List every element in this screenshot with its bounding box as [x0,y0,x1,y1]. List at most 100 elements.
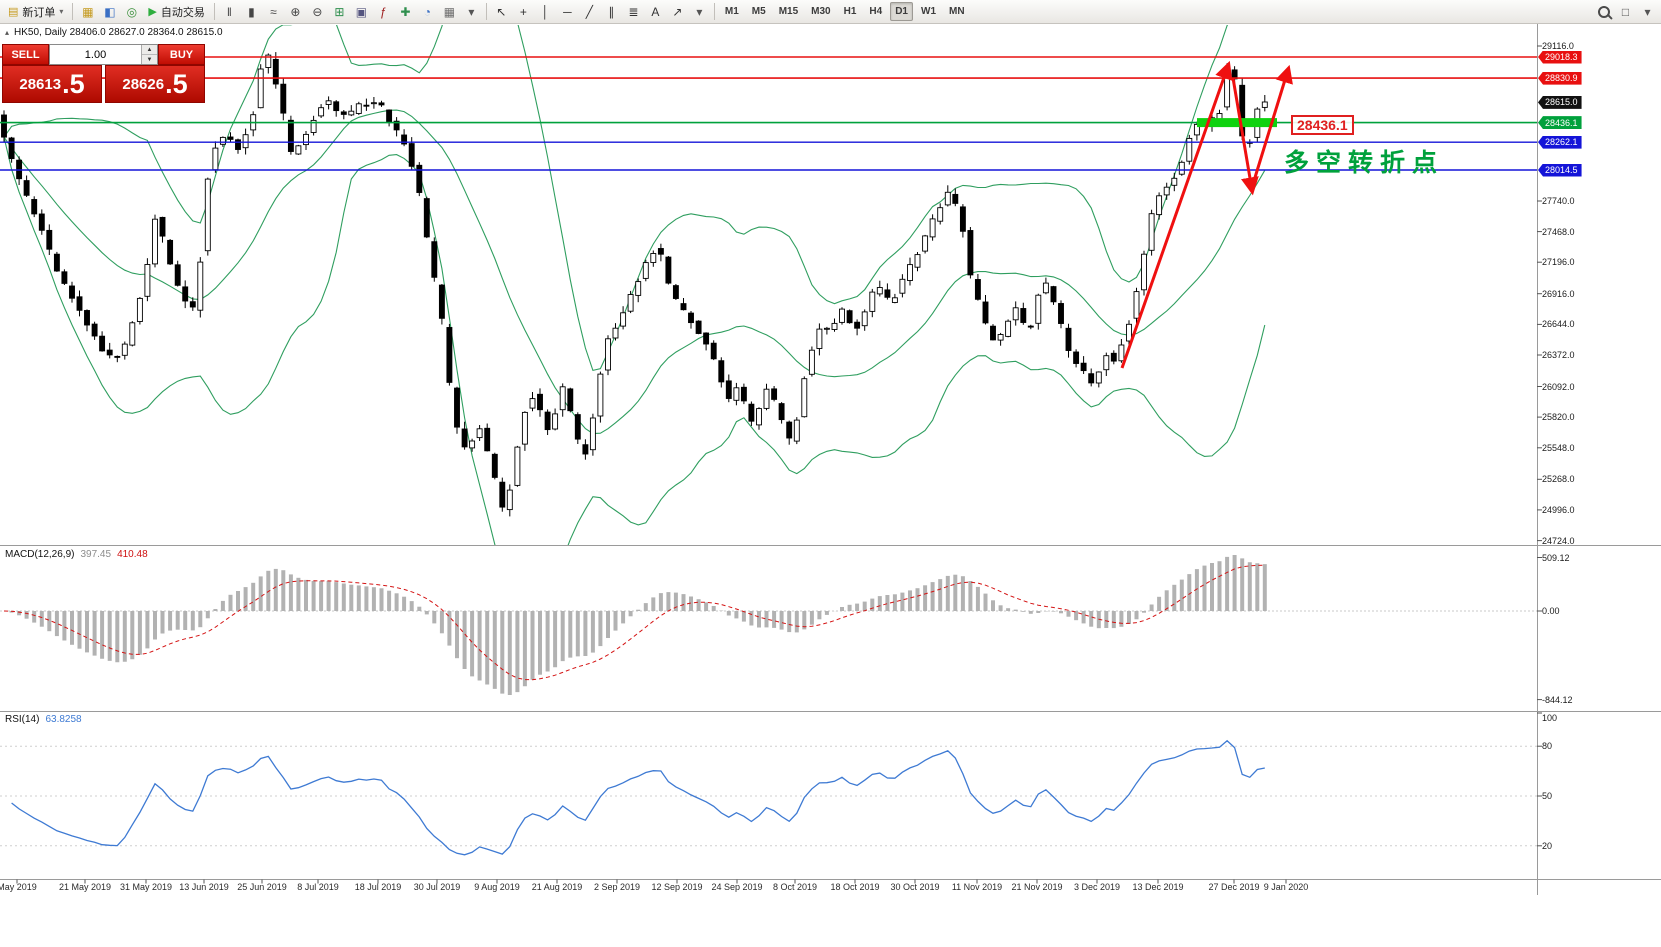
candle-body [197,261,204,311]
sell-button[interactable]: SELL [2,44,49,65]
candle-body [537,393,543,411]
bollinger-middle-band [3,109,1266,435]
candle-body [869,291,876,312]
candle-body [469,440,476,449]
candle-body [1261,101,1268,108]
candle-body [174,264,181,286]
market-watch-icon[interactable]: ▦ [82,4,94,19]
cursor-icon[interactable]: ↖ [496,4,507,19]
candle-body [38,213,45,231]
candle-body [521,411,528,445]
candle-body [506,489,513,511]
candle-body [499,481,506,508]
candle-body [997,334,1004,341]
timeframe-m1[interactable]: M1 [724,6,739,17]
window-menu-icon[interactable]: ▾ [1644,4,1651,19]
candle-body [152,218,158,265]
candle-body [438,284,445,319]
bollinger-upper-band [3,25,1229,372]
candle-body [167,239,174,265]
candle-body [944,191,951,206]
buy-button[interactable]: BUY [158,44,205,65]
search-icon[interactable] [1593,2,1614,22]
toolbar-caret-icon[interactable]: ▾ [468,4,475,19]
candle-body [325,100,332,105]
candle-body [484,427,491,452]
bar-chart-icon[interactable]: ‖ [226,4,232,19]
candle-body [1178,161,1185,175]
candle-body [1005,320,1012,337]
vertical-line-icon[interactable]: │ [541,4,550,19]
new-chart-icon[interactable]: ✚ [400,4,411,19]
horizontal-line-icon[interactable]: ─ [563,4,572,19]
buy-price-button[interactable]: 28626 .5 [105,65,205,103]
text-label-icon[interactable]: A [651,4,660,19]
candle-body [635,281,642,296]
candle-body [69,285,75,299]
candle-body [461,428,468,448]
auto-trading-button[interactable]: ▶ 自动交易 [143,2,209,22]
timeframe-m5[interactable]: M5 [751,6,766,17]
trendline-icon[interactable]: ╱ [585,4,593,19]
timeframe-h4[interactable]: H4 [869,6,883,17]
volume-input[interactable]: 1.00 [84,48,107,61]
indicators-list-icon[interactable]: ƒ [380,4,387,19]
candlestick-chart-icon[interactable]: ▮ [248,4,255,19]
arrows-icon[interactable]: ↗ [672,4,683,19]
candle-body [136,297,143,322]
tile-windows-icon[interactable]: ⊞ [334,4,345,19]
timeframe-m30[interactable]: M30 [811,6,831,17]
candle-body [620,312,627,327]
zoom-out-icon[interactable]: ⊖ [312,4,323,19]
candle-body [1186,137,1193,162]
toolbar: ▤ 新订单 ▾ ▦ ◧ ◎ ▶ 自动交易 ‖ ▮ ≈ ⊕ ⊖ ⊞ ▣ ƒ ✚ ◔ ▦ ▾ ↖ + │ ─ ╱ ∥ ≣ A ↗ ▾ M1 M5 M… [0,0,1661,24]
candle-body [1095,371,1102,384]
candle-body [891,297,898,303]
candle-body [182,286,189,302]
zoom-in-icon[interactable]: ⊕ [290,4,301,19]
crosshair-icon[interactable]: + [519,4,527,19]
objects-caret-icon[interactable]: ▾ [696,4,703,19]
templates-icon[interactable]: ▦ [443,4,456,19]
candle-body [310,119,317,133]
cascade-windows-icon[interactable]: ▣ [355,4,368,19]
timeframe-h1[interactable]: H1 [843,6,857,17]
candle-body [605,338,611,371]
equidistant-channel-icon[interactable]: ∥ [608,4,615,19]
timeframe-w1[interactable]: W1 [921,6,936,17]
timeframe-d1[interactable]: D1 [890,2,913,21]
volume-down-button[interactable]: ▼ [142,55,157,64]
new-window-icon[interactable]: □ [1621,4,1630,19]
timeframe-mn[interactable]: MN [949,6,965,17]
candle-body [1171,177,1178,186]
candle-body [114,355,121,358]
candle-body [280,83,287,114]
macd-signal-line [3,564,1265,681]
candle-body [650,253,657,263]
rsi-value: 63.8258 [45,714,82,725]
candle-body [922,235,929,252]
candle-body [839,308,845,323]
candle-body [627,294,634,312]
volume-up-button[interactable]: ▲ [142,45,157,55]
candle-body [318,107,325,117]
candle-body [204,178,211,252]
candle-body [929,218,936,238]
candle-body [1027,325,1034,328]
candle-body [1156,195,1163,216]
collapse-panel-icon[interactable]: ▴ [5,28,10,37]
candle-body [559,386,566,411]
navigator-icon[interactable]: ◎ [126,4,138,19]
fibonacci-retracement-icon[interactable]: ≣ [628,4,639,19]
candle-body [23,180,30,196]
sell-price-button[interactable]: 28613 .5 [2,65,102,103]
periods-icon[interactable]: ◔ [423,4,432,19]
line-chart-icon[interactable]: ≈ [270,4,277,19]
data-window-icon[interactable]: ◧ [104,4,116,19]
new-order-button[interactable]: ▤ 新订单 ▾ [3,2,68,22]
candle-body [1193,123,1200,136]
chart-frame [0,24,1661,895]
candle-body [967,230,974,276]
timeframe-m15[interactable]: M15 [778,6,799,17]
